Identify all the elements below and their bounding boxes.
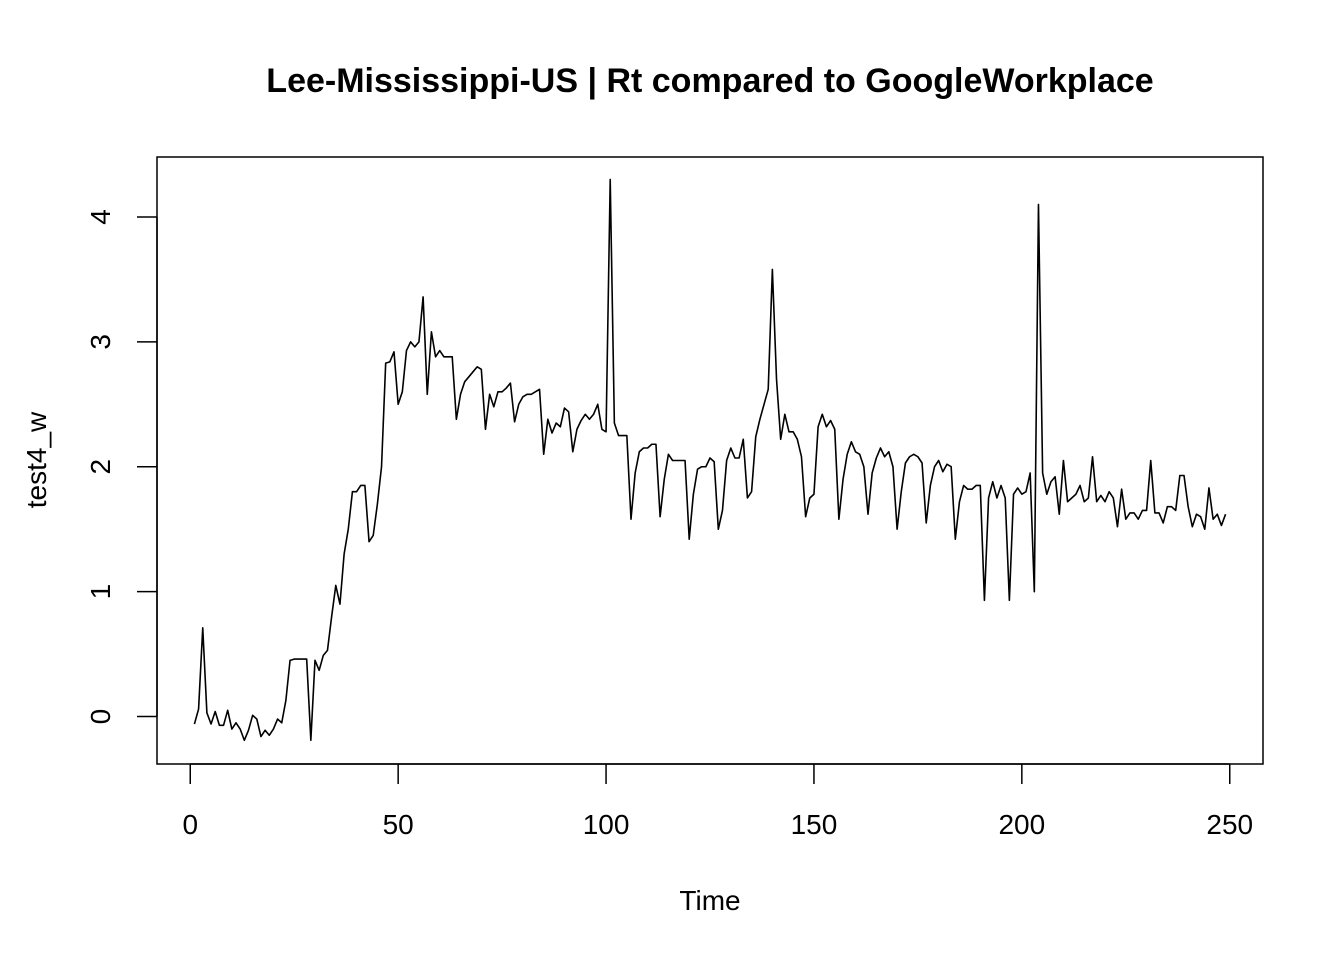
y-tick-label: 2 <box>85 459 116 475</box>
x-axis: 0 50 100 150 200 250 <box>182 763 1253 840</box>
chart-title: Lee-Mississippi-US | Rt compared to Goog… <box>266 62 1153 100</box>
y-axis-label: test4_w <box>21 411 52 508</box>
x-tick-label: 200 <box>998 809 1045 840</box>
x-axis-label: Time <box>679 885 740 916</box>
plot-frame <box>156 156 1264 765</box>
x-tick-label: 0 <box>182 809 198 840</box>
x-tick-label: 250 <box>1206 809 1253 840</box>
series-line <box>193 178 1227 742</box>
x-tick-label: 100 <box>583 809 630 840</box>
x-tick-label: 150 <box>791 809 838 840</box>
y-tick-label: 4 <box>85 209 116 225</box>
y-axis: 0 1 2 3 4 <box>85 209 158 725</box>
y-tick-label: 3 <box>85 334 116 350</box>
x-tick-label: 50 <box>383 809 414 840</box>
y-tick-label: 0 <box>85 709 116 725</box>
y-tick-label: 1 <box>85 584 116 600</box>
